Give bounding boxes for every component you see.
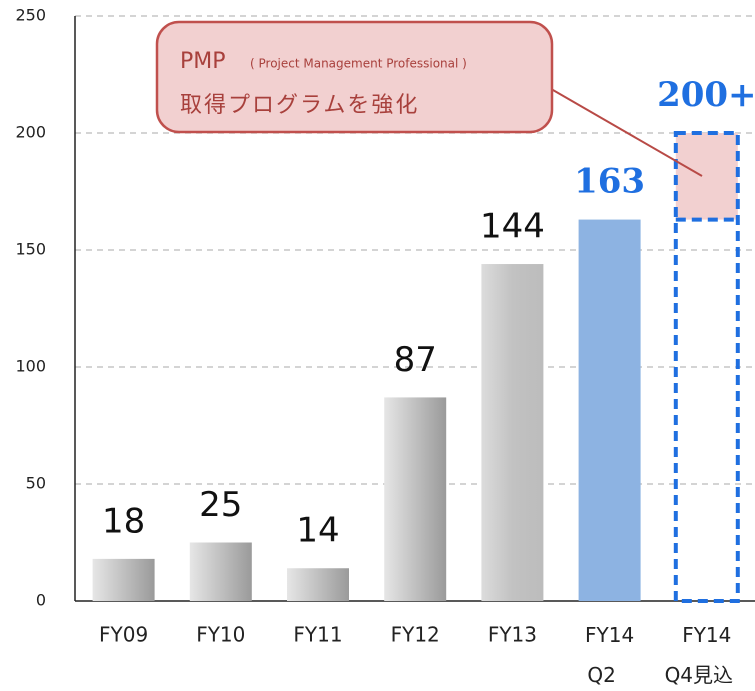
- bar: [287, 568, 349, 601]
- value-label: 87: [394, 340, 437, 380]
- bar: [481, 264, 544, 601]
- value-label: 200+: [657, 75, 755, 115]
- y-tick-label: 200: [15, 123, 46, 142]
- x-tick-label: FY11: [293, 623, 342, 647]
- bar: [189, 542, 252, 601]
- bar: [578, 219, 641, 601]
- plot: 0 50 100 150 200 250 FY09 18 FY10 25 FY11 14 FY12 87 F…: [15, 6, 755, 687]
- bar: [384, 397, 447, 601]
- callout: PMP ( Project Management Professional ) …: [155, 20, 703, 177]
- value-label: 18: [102, 501, 145, 541]
- annotation-text: 取得プログラムを強化: [180, 93, 419, 118]
- value-label: 14: [296, 511, 339, 551]
- value-label: 25: [199, 485, 242, 525]
- y-tick-label: 250: [15, 6, 46, 25]
- annotation-title: PMP: [180, 49, 226, 74]
- x-tick-label: FY10: [196, 623, 245, 647]
- callout-box: [155, 20, 554, 134]
- x-tick-label: FY14 Q4見込: [665, 623, 733, 687]
- y-tick-label: 0: [36, 591, 46, 610]
- x-tick-label: FY14 Q2: [585, 623, 634, 687]
- y-tick-label: 50: [26, 474, 46, 493]
- y-tick-label: 150: [15, 240, 46, 259]
- x-tick-label: FY12: [391, 623, 440, 647]
- x-tick-label: FY09: [99, 623, 148, 647]
- annotation-subtitle: ( Project Management Professional ): [250, 57, 467, 71]
- value-label: 163: [574, 162, 645, 202]
- bar: [673, 131, 740, 603]
- callout-pointer: [545, 85, 703, 177]
- forecast-increment: [675, 133, 738, 220]
- y-tick-label: 100: [15, 357, 46, 376]
- x-tick-label: FY13: [488, 623, 537, 647]
- bar: [92, 558, 155, 601]
- value-label: 144: [480, 207, 545, 247]
